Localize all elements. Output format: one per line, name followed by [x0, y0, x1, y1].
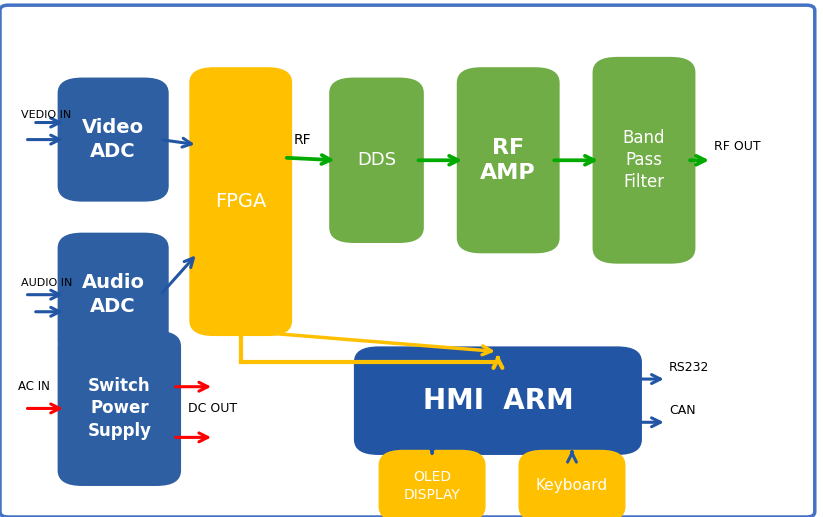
FancyBboxPatch shape	[593, 57, 695, 264]
Text: Video
ADC: Video ADC	[82, 118, 144, 161]
Text: RF
AMP: RF AMP	[481, 138, 536, 183]
FancyBboxPatch shape	[189, 67, 292, 336]
Text: HMI  ARM: HMI ARM	[422, 387, 574, 415]
Text: RF: RF	[294, 133, 311, 147]
Text: Audio
ADC: Audio ADC	[81, 273, 145, 316]
Text: CAN: CAN	[669, 404, 695, 417]
Text: RS232: RS232	[669, 361, 709, 374]
Text: DDS: DDS	[357, 151, 396, 169]
FancyBboxPatch shape	[354, 346, 642, 455]
FancyBboxPatch shape	[58, 233, 169, 357]
Text: AC IN: AC IN	[18, 380, 50, 393]
Text: Band
Pass
Filter: Band Pass Filter	[623, 129, 665, 191]
Text: Switch
Power
Supply: Switch Power Supply	[87, 377, 151, 439]
Text: Keyboard: Keyboard	[536, 478, 608, 494]
FancyBboxPatch shape	[518, 450, 625, 517]
Text: VEDIO IN: VEDIO IN	[21, 110, 71, 119]
FancyBboxPatch shape	[329, 78, 424, 243]
FancyBboxPatch shape	[58, 331, 181, 486]
FancyBboxPatch shape	[457, 67, 560, 253]
Text: OLED
DISPLAY: OLED DISPLAY	[404, 470, 460, 501]
Text: DC OUT: DC OUT	[188, 402, 237, 415]
Text: AUDIO IN: AUDIO IN	[21, 278, 72, 288]
FancyBboxPatch shape	[379, 450, 486, 517]
Text: FPGA: FPGA	[215, 192, 267, 211]
FancyBboxPatch shape	[58, 78, 169, 202]
Text: RF OUT: RF OUT	[714, 140, 761, 153]
